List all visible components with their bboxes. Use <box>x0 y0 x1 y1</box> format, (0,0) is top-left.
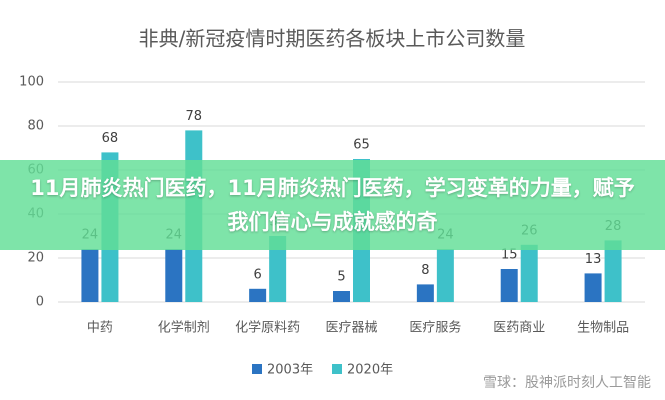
x-tick-label: 医药商业 <box>493 321 545 336</box>
headline: 11月肺炎热门医药，11月肺炎热门医药，学习变革的力量，赋予我们信心与成就感的奇 <box>30 176 635 234</box>
value-label: 8 <box>421 263 429 278</box>
bar <box>584 273 602 302</box>
y-tick-label: 100 <box>19 75 44 90</box>
value-label: 5 <box>337 270 345 285</box>
x-tick-label: 化学制剂 <box>158 320 210 336</box>
y-tick-label: 20 <box>27 251 44 266</box>
bar <box>269 236 287 302</box>
bar <box>333 291 350 302</box>
legend-label: 2020年 <box>347 363 393 378</box>
x-tick-label: 生物制品 <box>577 321 629 336</box>
legend-label: 2003年 <box>267 363 313 378</box>
value-label: 65 <box>353 138 370 153</box>
y-tick-label: 0 <box>36 295 44 310</box>
bar <box>165 249 183 302</box>
bar <box>249 288 267 302</box>
x-tick-label: 医疗服务 <box>409 320 461 336</box>
x-tick-label: 化学原料药 <box>235 320 300 336</box>
bar <box>520 244 538 302</box>
watermark: 雪球：股神派时刻人工智能 <box>483 375 651 391</box>
value-label: 13 <box>585 252 602 267</box>
bar <box>416 284 434 302</box>
value-label: 15 <box>501 248 518 263</box>
bar <box>81 249 99 302</box>
legend-swatch <box>252 364 262 374</box>
y-tick-label: 80 <box>27 119 44 134</box>
bar <box>436 249 454 302</box>
bar <box>604 240 622 302</box>
x-tick-label: 中药 <box>87 321 113 336</box>
chart-title: 非典/新冠疫情时期医药各板块上市公司数量 <box>139 27 526 51</box>
bar <box>500 269 518 302</box>
banner: 11月肺炎热门医药，11月肺炎热门医药，学习变革的力量，赋予我们信心与成就感的奇 <box>0 160 665 250</box>
value-label: 68 <box>102 131 119 146</box>
value-label: 6 <box>254 267 262 282</box>
legend-swatch <box>332 364 342 374</box>
value-label: 78 <box>186 109 203 124</box>
x-tick-label: 医疗器械 <box>325 321 377 336</box>
